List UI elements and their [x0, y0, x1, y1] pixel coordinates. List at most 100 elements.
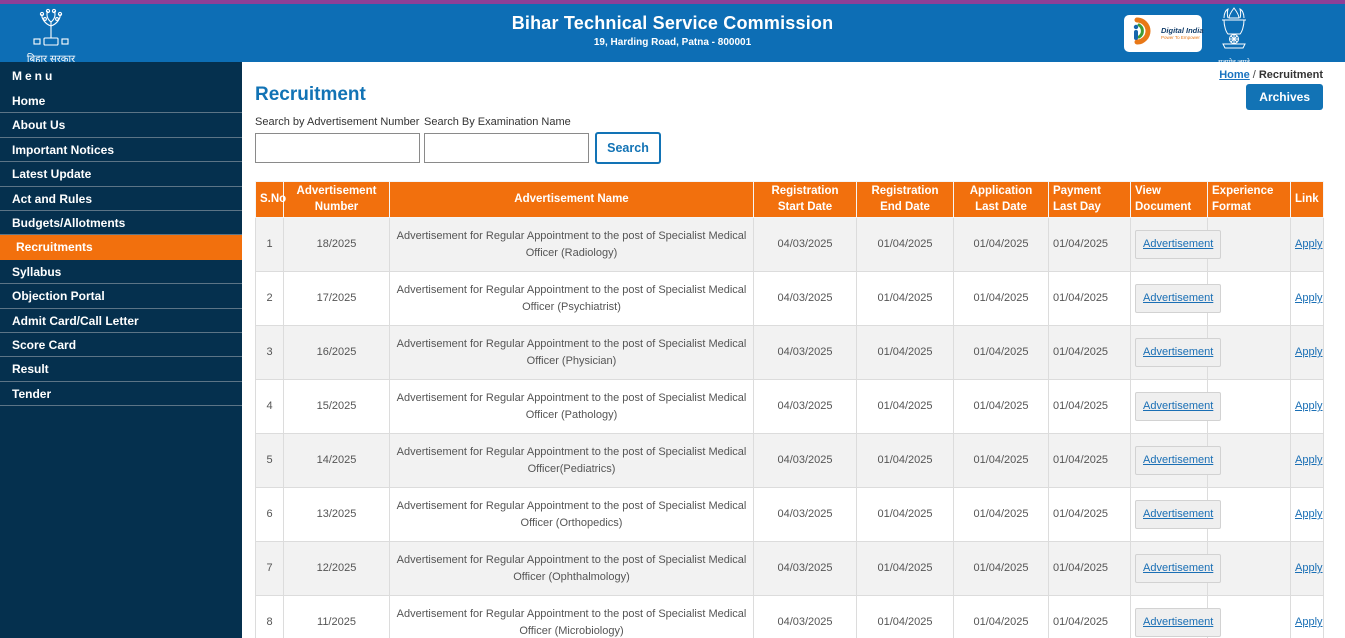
sidebar-item-latest-update[interactable]: Latest Update — [0, 162, 242, 187]
column-header: Advertisement Number — [283, 180, 390, 219]
view-document-cell: Advertisement — [1130, 595, 1222, 638]
sidebar-item-objection-portal[interactable]: Objection Portal — [0, 284, 242, 309]
sidebar: Menu Home About Us Important Notices Latest… — [0, 62, 242, 638]
sno-cell: 4 — [255, 379, 284, 435]
column-header: Application Last Date — [953, 180, 1049, 219]
advertisement-document-button[interactable]: Advertisement — [1135, 284, 1222, 313]
sno-cell: 7 — [255, 541, 284, 597]
archives-button[interactable]: Archives — [1246, 84, 1323, 110]
advertisement-name-cell: Advertisement for Regular Appointment to… — [389, 271, 754, 327]
payment-last-day-cell: 01/04/2025 — [1048, 541, 1131, 597]
breadcrumb-current: Recruitment — [1258, 69, 1323, 81]
experience-format-cell — [1207, 487, 1291, 543]
main-content: Home / Recruitment Recruitment Archives Se… — [242, 62, 1345, 638]
breadcrumb-home-link[interactable]: Home — [1219, 69, 1250, 81]
payment-last-day-cell: 01/04/2025 — [1048, 271, 1131, 327]
experience-format-cell — [1207, 433, 1291, 489]
sidebar-item-admit-card-call-letter[interactable]: Admit Card/Call Letter — [0, 309, 242, 333]
view-document-cell: Advertisement — [1130, 541, 1222, 597]
advertisement-document-button[interactable]: Advertisement — [1135, 230, 1222, 259]
link-cell: Apply — [1290, 379, 1324, 435]
advertisement-number-cell: 16/2025 — [283, 325, 390, 381]
sidebar-item-important-notices[interactable]: Important Notices — [0, 138, 242, 163]
search-button[interactable]: Search — [595, 132, 661, 164]
advertisement-name-cell: Advertisement for Regular Appointment to… — [389, 433, 754, 489]
examination-search-label: Search By Examination Name — [424, 116, 571, 128]
sidebar-item-budgets-allotments[interactable]: Budgets/Allotments — [0, 211, 242, 236]
view-document-cell: Advertisement — [1130, 325, 1222, 381]
application-last-date-cell: 01/04/2025 — [953, 595, 1049, 638]
sidebar-item-about-us[interactable]: About Us — [0, 113, 242, 138]
advertisement-document-button[interactable]: Advertisement — [1135, 446, 1222, 475]
advertisement-number-cell: 13/2025 — [283, 487, 390, 543]
apply-link[interactable]: Apply — [1295, 562, 1323, 575]
column-header: Registration End Date — [856, 180, 954, 219]
sno-cell: 8 — [255, 595, 284, 638]
apply-link[interactable]: Apply — [1295, 454, 1323, 467]
bihar-logo-caption: बिहार सरकार — [26, 54, 76, 65]
sno-cell: 2 — [255, 271, 284, 327]
ashoka-emblem-icon — [1216, 7, 1252, 56]
advertisement-number-cell: 17/2025 — [283, 271, 390, 327]
link-cell: Apply — [1290, 595, 1324, 638]
breadcrumb: Home / Recruitment — [255, 69, 1323, 81]
registration-end-date-cell: 01/04/2025 — [856, 595, 954, 638]
registration-end-date-cell: 01/04/2025 — [856, 379, 954, 435]
apply-link[interactable]: Apply — [1295, 292, 1323, 305]
registration-start-date-cell: 04/03/2025 — [753, 487, 857, 543]
table-body: 1 18/2025 Advertisement for Regular Appoin… — [255, 217, 1324, 638]
site-title: Bihar Technical Service Commission — [511, 13, 834, 33]
sno-cell: 5 — [255, 433, 284, 489]
apply-link[interactable]: Apply — [1295, 508, 1323, 521]
advertisement-number-cell: 12/2025 — [283, 541, 390, 597]
view-document-cell: Advertisement — [1130, 379, 1222, 435]
registration-end-date-cell: 01/04/2025 — [856, 325, 954, 381]
advertisement-number-cell: 15/2025 — [283, 379, 390, 435]
sidebar-item-score-card[interactable]: Score Card — [0, 333, 242, 358]
link-cell: Apply — [1290, 487, 1324, 543]
recruitment-table: S.No Advertisement Number Advertisement Na… — [255, 180, 1324, 638]
registration-start-date-cell: 04/03/2025 — [753, 541, 857, 597]
sno-cell: 6 — [255, 487, 284, 543]
registration-start-date-cell: 04/03/2025 — [753, 379, 857, 435]
menu-label: Menu — [12, 69, 56, 83]
advertisement-number-cell: 18/2025 — [283, 217, 390, 273]
application-last-date-cell: 01/04/2025 — [953, 217, 1049, 273]
advertisement-document-button[interactable]: Advertisement — [1135, 500, 1222, 529]
apply-link[interactable]: Apply — [1295, 238, 1323, 251]
examination-name-input[interactable] — [424, 133, 589, 163]
apply-link[interactable]: Apply — [1295, 346, 1323, 359]
registration-end-date-cell: 01/04/2025 — [856, 541, 954, 597]
link-cell: Apply — [1290, 325, 1324, 381]
sidebar-item-result[interactable]: Result — [0, 357, 242, 382]
apply-link[interactable]: Apply — [1295, 400, 1323, 413]
column-header: S.No — [255, 180, 286, 219]
sidebar-item-home[interactable]: Home — [0, 89, 242, 114]
sidebar-item-recruitments[interactable]: Recruitments — [0, 235, 242, 260]
link-cell: Apply — [1290, 541, 1324, 597]
sidebar-item-tender[interactable]: Tender — [0, 382, 242, 407]
registration-start-date-cell: 04/03/2025 — [753, 271, 857, 327]
registration-end-date-cell: 01/04/2025 — [856, 487, 954, 543]
table-row: 1 18/2025 Advertisement for Regular Appoin… — [255, 217, 1324, 273]
sno-cell: 3 — [255, 325, 284, 381]
advertisement-document-button[interactable]: Advertisement — [1135, 392, 1222, 421]
application-last-date-cell: 01/04/2025 — [953, 379, 1049, 435]
advertisement-name-cell: Advertisement for Regular Appointment to… — [389, 379, 754, 435]
advertisement-document-button[interactable]: Advertisement — [1135, 608, 1222, 637]
advertisement-number-input[interactable] — [255, 133, 420, 163]
payment-last-day-cell: 01/04/2025 — [1048, 433, 1131, 489]
table-row: 7 12/2025 Advertisement for Regular Appoin… — [255, 541, 1324, 597]
view-document-cell: Advertisement — [1130, 217, 1222, 273]
advertisement-document-button[interactable]: Advertisement — [1135, 554, 1222, 583]
sidebar-item-act-and-rules[interactable]: Act and Rules — [0, 187, 242, 211]
application-last-date-cell: 01/04/2025 — [953, 541, 1049, 597]
sidebar-item-syllabus[interactable]: Syllabus — [0, 260, 242, 285]
advertisement-document-button[interactable]: Advertisement — [1135, 338, 1222, 367]
apply-link[interactable]: Apply — [1295, 616, 1323, 629]
registration-end-date-cell: 01/04/2025 — [856, 433, 954, 489]
table-header-row: S.No Advertisement Number Advertisement Na… — [255, 180, 1324, 219]
view-document-cell: Advertisement — [1130, 271, 1222, 327]
advertisement-name-cell: Advertisement for Regular Appointment to… — [389, 595, 754, 638]
experience-format-cell — [1207, 325, 1291, 381]
